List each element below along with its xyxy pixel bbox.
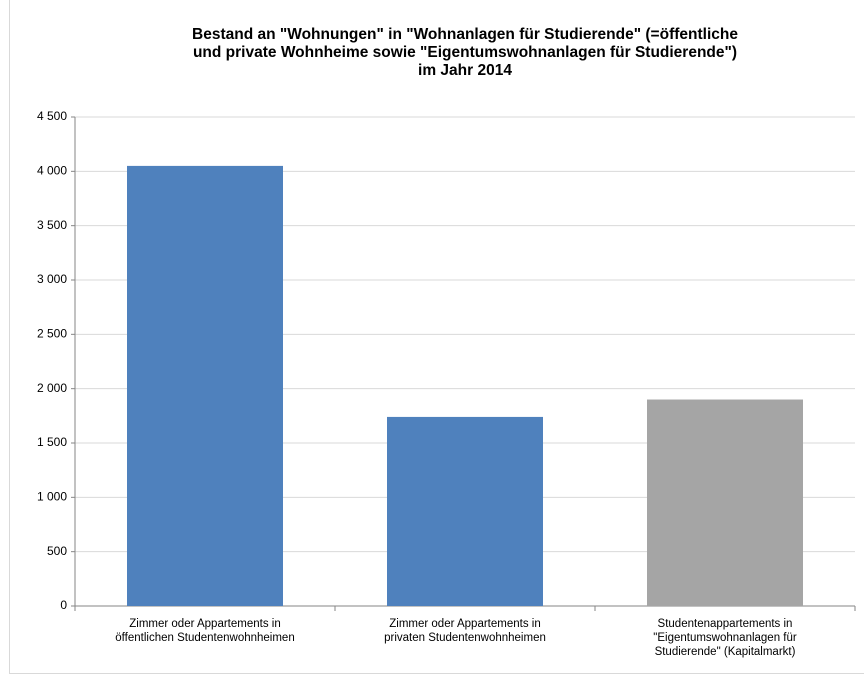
x-tick-label: Studentenappartements in "Eigentumswohna… bbox=[653, 618, 797, 658]
chart-title: Bestand an "Wohnungen" in "Wohnanlagen f… bbox=[192, 26, 738, 79]
chart-frame bbox=[9, 0, 864, 674]
y-tick-label: 0 bbox=[60, 598, 67, 612]
bar bbox=[127, 165, 283, 606]
y-tick-label: 500 bbox=[47, 544, 67, 558]
x-tick-label: Zimmer oder Appartements in öffentlichen… bbox=[115, 618, 295, 644]
y-tick-label: 2 000 bbox=[37, 381, 67, 395]
y-tick-label: 3 000 bbox=[37, 272, 67, 286]
x-tick-label: Zimmer oder Appartements in privaten Stu… bbox=[384, 618, 546, 644]
y-tick-label: 1 000 bbox=[37, 490, 67, 504]
bar bbox=[647, 399, 803, 606]
y-tick-label: 2 500 bbox=[37, 327, 67, 341]
bar bbox=[387, 416, 543, 606]
y-tick-label: 1 500 bbox=[37, 435, 67, 449]
y-tick-label: 3 500 bbox=[37, 218, 67, 232]
y-tick-label: 4 000 bbox=[37, 164, 67, 178]
y-tick-label: 4 500 bbox=[37, 109, 67, 123]
